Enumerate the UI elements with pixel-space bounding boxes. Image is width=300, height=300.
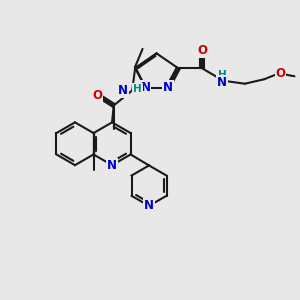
- Text: H: H: [133, 84, 142, 94]
- Text: N: N: [118, 84, 128, 97]
- Text: O: O: [92, 88, 102, 101]
- Text: N: N: [107, 159, 117, 172]
- Text: O: O: [197, 44, 207, 57]
- Text: N: N: [140, 81, 151, 94]
- Text: N: N: [217, 76, 227, 89]
- Text: O: O: [275, 67, 286, 80]
- Text: N: N: [163, 81, 173, 94]
- Text: N: N: [144, 200, 154, 212]
- Text: H: H: [218, 70, 226, 80]
